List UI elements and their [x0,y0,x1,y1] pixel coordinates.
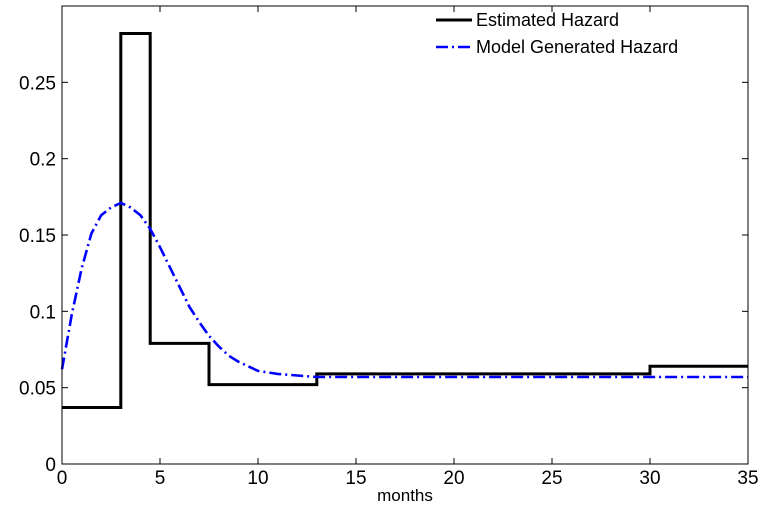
x-axis-ticks: 0 5 10 15 20 25 30 35 [57,6,759,489]
x-tick-label: 25 [541,468,562,489]
y-axis-ticks: 0 0.05 0.1 0.15 0.2 0.25 [19,73,748,476]
y-tick-label: 0.15 [19,226,56,247]
y-tick-label: 0 [45,455,56,476]
x-tick-label: 15 [345,468,366,489]
legend-entry: Estimated Hazard [476,10,619,30]
x-tick-label: 20 [443,468,464,489]
legend: Estimated Hazard Model Generated Hazard [436,10,678,57]
series-layer [60,32,748,409]
y-tick-label: 0.05 [19,379,56,400]
x-tick-label: 5 [155,468,166,489]
plot-frame [61,5,749,465]
y-tick-label: 0.2 [30,150,56,171]
legend-entry: Model Generated Hazard [476,37,678,57]
y-tick-label: 0.1 [30,302,56,323]
y-tick-label: 0.25 [19,73,56,94]
x-tick-label: 35 [737,468,758,489]
series-line-estimated-hazard [62,32,748,409]
series-line-model-generated-hazard [60,201,748,379]
x-tick-label: 30 [639,468,660,489]
x-tick-label: 0 [57,468,68,489]
x-axis-label: months [377,486,433,505]
x-tick-label: 10 [247,468,268,489]
